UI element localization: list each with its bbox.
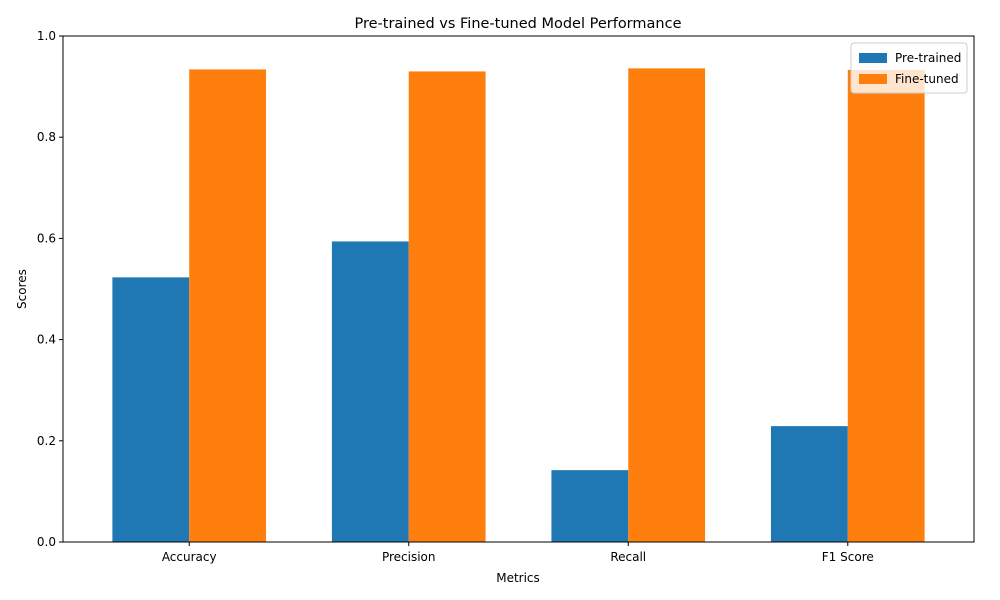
bar-fine-tuned-recall — [628, 68, 706, 542]
bar-pre-trained-precision — [331, 241, 409, 542]
legend-label: Fine-tuned — [895, 72, 959, 86]
x-tick-label: Precision — [382, 550, 436, 564]
y-tick-label: 0.0 — [37, 535, 56, 549]
bars-group — [112, 68, 925, 543]
x-tick-label: Recall — [610, 550, 646, 564]
axes-frame — [62, 35, 975, 543]
legend-swatch — [859, 53, 887, 63]
y-tick-label: 0.8 — [37, 130, 56, 144]
legend-label: Pre-trained — [895, 51, 961, 65]
bar-fine-tuned-f1-score — [847, 69, 925, 543]
bar-pre-trained-recall — [551, 470, 629, 542]
legend: Pre-trained Fine-tuned — [850, 42, 968, 94]
bar-pre-trained-f1-score — [770, 426, 848, 542]
x-tick-label: Accuracy — [162, 550, 217, 564]
y-tick-label: 1.0 — [37, 29, 56, 43]
y-tick-label: 0.2 — [37, 434, 56, 448]
x-axis-label: Metrics — [496, 571, 540, 585]
y-axis-ticks: 0.0 0.2 0.4 0.6 0.8 1.0 — [37, 29, 63, 549]
legend-swatch — [859, 74, 887, 84]
bar-fine-tuned-precision — [408, 71, 486, 543]
bar-fine-tuned-accuracy — [189, 69, 267, 543]
y-tick-label: 0.4 — [37, 333, 56, 347]
bar-pre-trained-accuracy — [112, 277, 190, 542]
chart-title: Pre-trained vs Fine-tuned Model Performa… — [354, 16, 681, 32]
y-tick-label: 0.6 — [37, 231, 56, 245]
x-axis-ticks: Accuracy Precision Recall F1 Score — [162, 542, 874, 564]
x-tick-label: F1 Score — [822, 550, 874, 564]
y-axis-label: Scores — [15, 269, 29, 309]
